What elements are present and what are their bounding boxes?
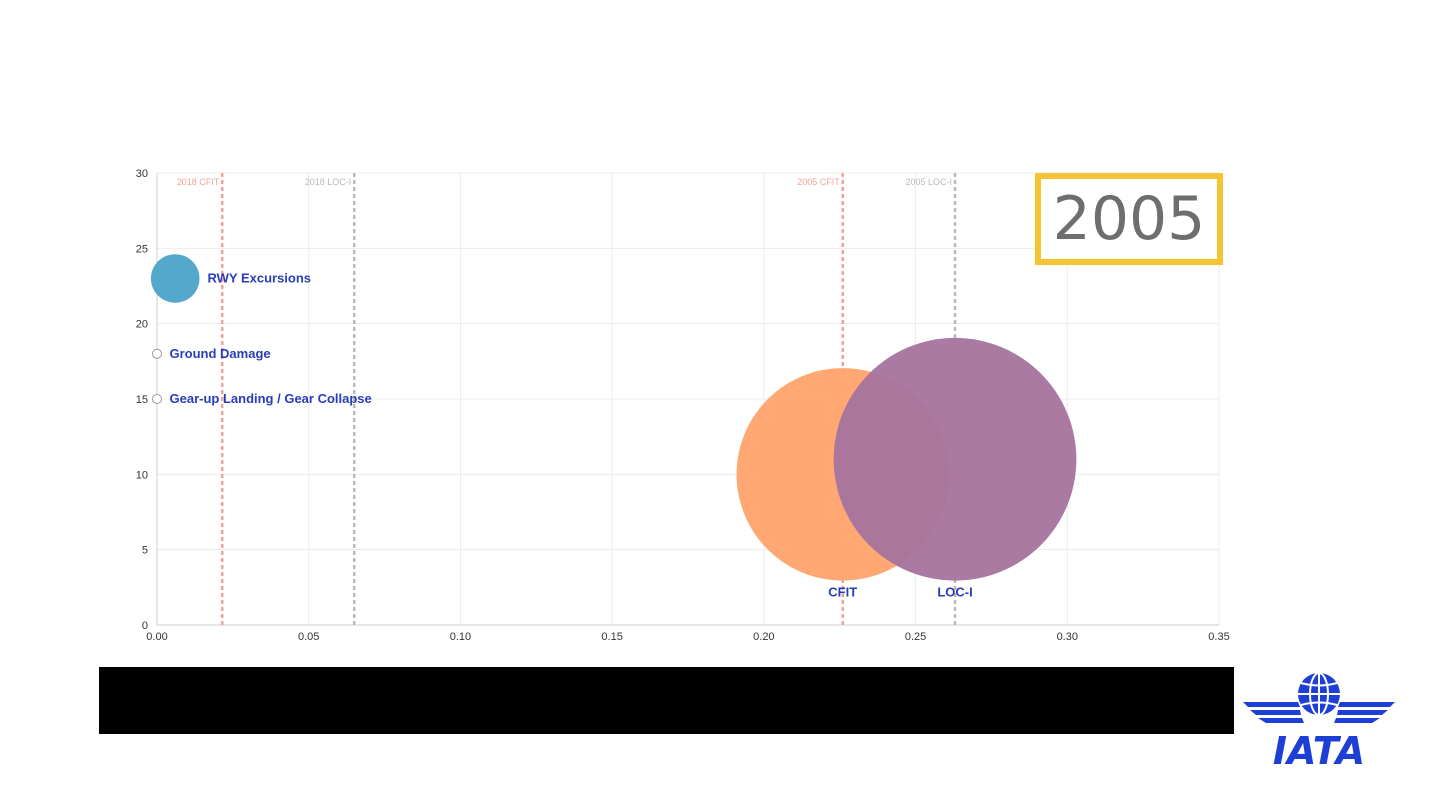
x-tick-label: 0.10	[450, 631, 471, 643]
logo-text: IATA	[1273, 729, 1365, 768]
year-label: 2005	[1052, 184, 1206, 254]
iata-logo: IATA	[1243, 672, 1395, 768]
bubble-label: CFIT	[828, 585, 857, 600]
black-banner	[99, 667, 1234, 734]
reference-line-label: 2005 LOC-I	[905, 177, 952, 187]
y-tick-label: 10	[136, 469, 148, 481]
bubble	[833, 337, 1077, 581]
bubble-label: RWY Excursions	[207, 270, 311, 285]
y-tick-label: 25	[136, 243, 148, 255]
bubble-label: Ground Damage	[170, 346, 271, 361]
y-tick-label: 5	[142, 545, 148, 557]
x-tick-label: 0.30	[1057, 631, 1078, 643]
x-tick-label: 0.15	[601, 631, 622, 643]
bubble	[150, 254, 200, 303]
x-tick-label: 0.25	[905, 631, 926, 643]
bubble	[152, 394, 162, 404]
x-tick-label: 0.20	[753, 631, 774, 643]
x-tick-label: 0.00	[146, 631, 167, 643]
y-tick-label: 30	[136, 168, 148, 180]
y-tick-label: 15	[136, 394, 148, 406]
bubble-label: LOC-I	[937, 585, 972, 600]
x-tick-label: 0.35	[1208, 631, 1229, 643]
x-tick-label: 0.05	[298, 631, 319, 643]
y-tick-label: 20	[136, 319, 148, 331]
reference-line-label: 2018 LOC-I	[305, 177, 352, 187]
reference-line-label: 2018 CFIT	[177, 177, 220, 187]
bubble	[152, 348, 162, 359]
year-indicator: 2005	[1035, 173, 1223, 265]
bubble-label: Gear-up Landing / Gear Collapse	[170, 391, 372, 406]
y-tick-label: 0	[142, 620, 148, 632]
reference-line-label: 2005 CFIT	[797, 177, 840, 187]
